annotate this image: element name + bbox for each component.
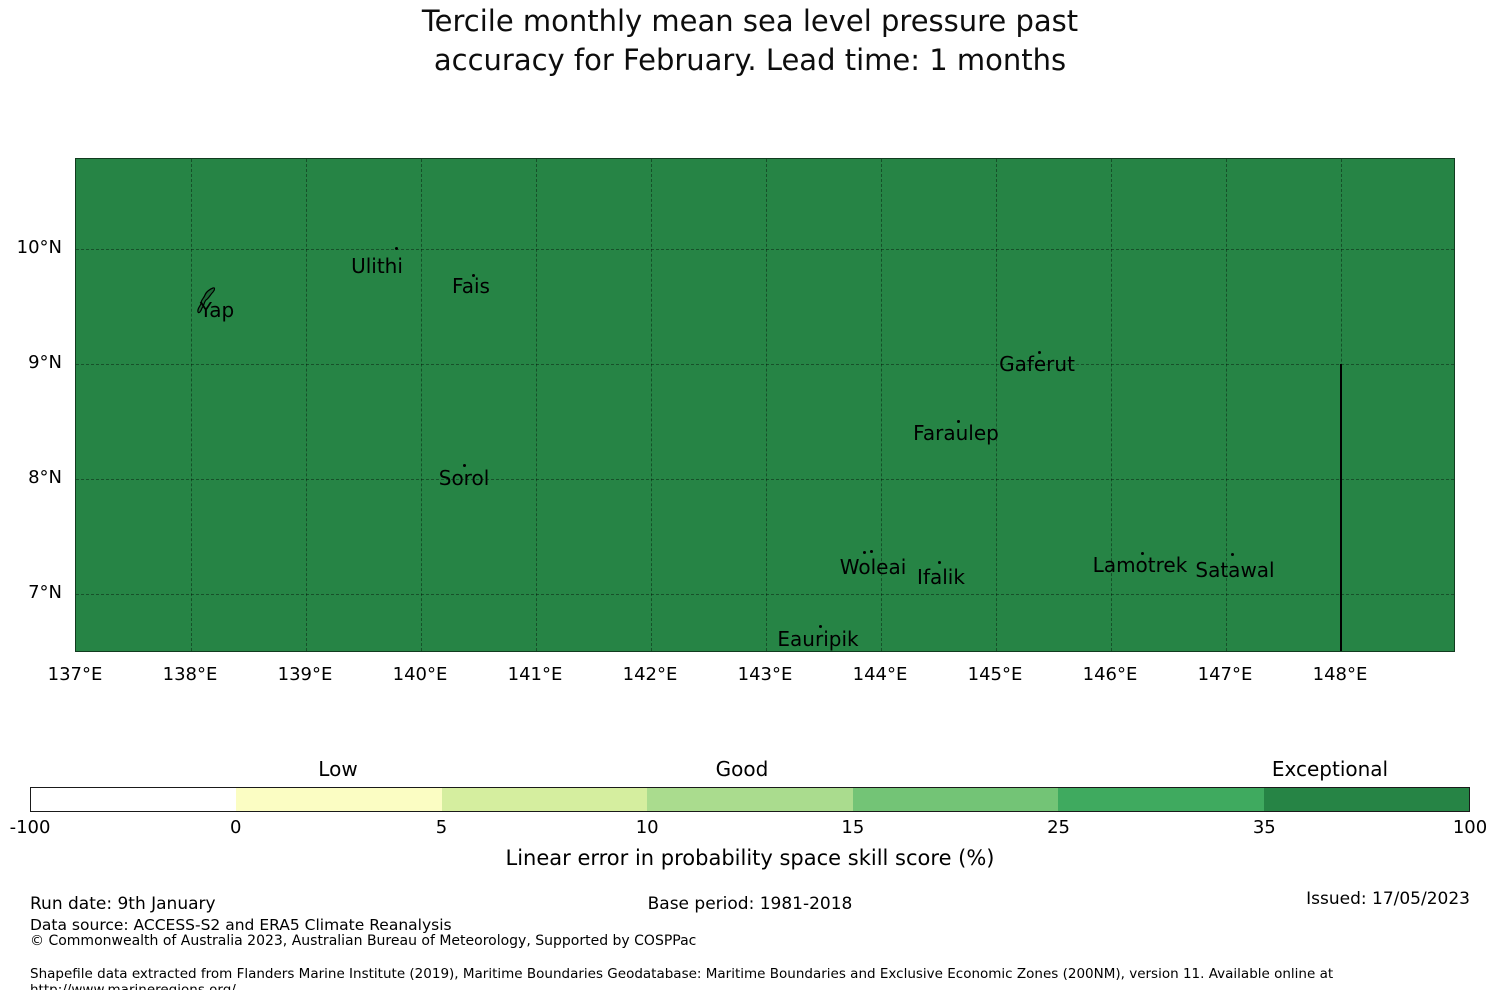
colorbar-segment [852,788,1059,811]
island-dot [818,624,822,628]
colorbar-tick-label: 100 [1452,817,1488,838]
longitude-gridline [421,159,422,651]
colorbar-tick-label: 10 [635,817,659,838]
data-source-text: Data source: ACCESS-S2 and ERA5 Climate … [30,916,452,934]
colorbar-segment [647,788,853,811]
island-dot [956,419,960,423]
colorbar-segment [1058,788,1264,811]
island-label: Eauripik [777,627,859,651]
colorbar-category-label: Exceptional [1271,757,1389,781]
x-axis-tick-label: 143°E [737,664,793,685]
island-label: Gaferut [999,352,1075,376]
figure-title-line2: accuracy for February. Lead time: 1 mont… [433,43,1067,77]
issued-date-text: Issued: 17/05/2023 [1306,889,1470,909]
longitude-gridline [996,159,997,651]
island-label: Ifalik [917,565,965,589]
longitude-gridline [1226,159,1227,651]
longitude-gridline [651,159,652,651]
x-axis-tick-label: 139°E [277,664,333,685]
island-dot [937,560,941,564]
x-axis-tick-label: 148°E [1312,664,1368,685]
colorbar-tick-label: 0 [229,817,242,838]
maritime-boundary-line [1340,364,1342,651]
island-label: Satawal [1195,558,1275,582]
colorbar-segment [441,788,648,811]
island-dot [1230,552,1234,556]
colorbar-tick-label: 25 [1047,817,1071,838]
longitude-gridline [766,159,767,651]
island-dot [394,246,398,250]
copyright-text: © Commonwealth of Australia 2023, Austra… [30,933,697,949]
longitude-gridline [881,159,882,651]
latitude-gridline [76,479,1454,480]
island-dot [1037,350,1041,354]
island-label: Faraulep [913,421,999,445]
shapefile-attribution-text: Shapefile data extracted from Flanders M… [30,966,1334,990]
x-axis-tick-label: 145°E [967,664,1023,685]
island-label: Sorol [438,466,490,490]
island-dot [462,463,466,467]
x-axis-tick-label: 137°E [47,664,103,685]
longitude-gridline [536,159,537,651]
island-label: Woleai [839,555,907,579]
island-label: Lamotrek [1092,553,1188,577]
colorbar-category-label: Low [318,757,358,781]
y-axis-tick-label: 7°N [28,582,62,603]
colorbar-category-label: Good [715,757,769,781]
base-period-text: Base period: 1981-2018 [647,894,853,914]
island-label: Ulithi [351,254,403,278]
colorbar-segment [236,788,442,811]
island-dot [869,549,873,553]
longitude-gridline [306,159,307,651]
island-label: Fais [452,274,490,298]
x-axis-tick-label: 138°E [162,664,218,685]
longitude-gridline [1111,159,1112,651]
colorbar [30,787,1470,812]
run-date-text: Run date: 9th January [30,894,216,914]
colorbar-segment [1263,788,1469,811]
x-axis-tick-label: 142°E [622,664,678,685]
x-axis-tick-label: 144°E [852,664,908,685]
x-axis-tick-label: 146°E [1082,664,1138,685]
latitude-gridline [76,364,1454,365]
x-axis-tick-label: 141°E [507,664,563,685]
y-axis-tick-label: 10°N [16,237,62,258]
latitude-gridline [76,249,1454,250]
x-axis-tick-label: 147°E [1197,664,1253,685]
figure-title: Tercile monthly mean sea level pressure … [0,2,1500,80]
map-panel: Yap Ulithi Fais Sorol Gaferut Faraulep Woleai I… [75,158,1455,652]
y-axis-tick-label: 8°N [28,467,62,488]
latitude-gridline [76,594,1454,595]
colorbar-tick-label: 5 [435,817,448,838]
island-label: Yap [199,298,235,322]
colorbar-segment [31,788,237,811]
longitude-gridline [191,159,192,651]
yap-island-shape [194,285,220,319]
colorbar-tick-label: 35 [1252,817,1276,838]
figure-title-line1: Tercile monthly mean sea level pressure … [421,4,1079,38]
y-axis-tick-label: 9°N [28,352,62,373]
x-axis-tick-label: 140°E [392,664,448,685]
colorbar-axis-label: Linear error in probability space skill … [505,846,995,870]
colorbar-tick-label: -100 [9,817,51,838]
island-dot [1140,551,1144,555]
colorbar-tick-label: 15 [841,817,865,838]
island-dot [862,550,866,554]
island-dot [471,273,475,277]
